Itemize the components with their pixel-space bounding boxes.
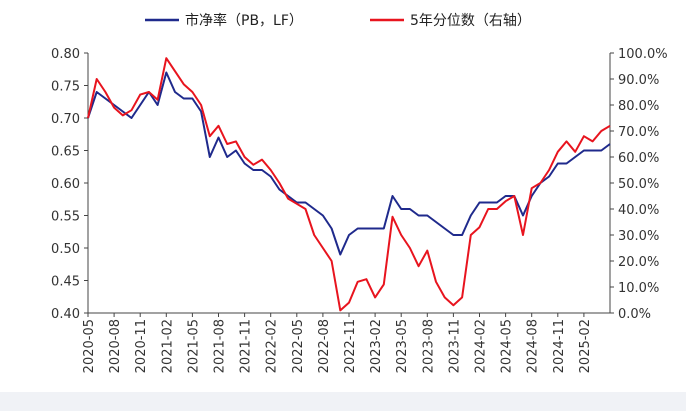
y-left-tick-label: 0.40 <box>51 307 80 322</box>
x-tick-label: 2022-05 <box>291 319 306 373</box>
x-tick-label: 2021-11 <box>239 319 254 373</box>
y-right-tick-label: 100.0% <box>618 47 668 62</box>
x-tick-label: 2023-08 <box>421 319 436 373</box>
legend-label-2: 5年分位数（右轴） <box>410 13 531 29</box>
x-tick-label: 2023-11 <box>447 319 462 373</box>
x-tick-label: 2023-02 <box>369 319 384 373</box>
y-left-tick-label: 0.65 <box>51 145 80 160</box>
y-right-tick-label: 70.0% <box>618 125 659 140</box>
y-left-tick-label: 0.45 <box>51 275 80 290</box>
x-tick-label: 2024-05 <box>500 319 515 373</box>
y-left-tick-label: 0.80 <box>51 47 80 62</box>
x-tick-label: 2024-02 <box>474 319 489 373</box>
legend-label-1: 市净率（PB，LF） <box>185 12 303 29</box>
x-tick-label: 2024-11 <box>552 319 567 373</box>
x-tick-label: 2020-08 <box>108 319 123 373</box>
x-tick-label: 2022-08 <box>317 319 332 373</box>
x-tick-label: 2020-11 <box>134 319 149 373</box>
y-right-tick-label: 60.0% <box>618 151 659 166</box>
bottom-band <box>0 392 686 411</box>
y-left-tick-label: 0.60 <box>51 177 80 192</box>
y-right-tick-label: 30.0% <box>618 229 659 244</box>
x-tick-label: 2023-05 <box>395 319 410 373</box>
x-tick-label: 2021-02 <box>160 319 175 373</box>
series-line-2 <box>87 57 611 312</box>
y-right-tick-label: 80.0% <box>618 99 659 114</box>
x-tick-label: 2022-02 <box>265 319 280 373</box>
x-tick-label: 2021-05 <box>186 319 201 373</box>
y-right-tick-label: 40.0% <box>618 203 659 218</box>
series-line-1 <box>87 71 611 256</box>
x-tick-label: 2021-08 <box>213 319 228 373</box>
y-left-tick-label: 0.55 <box>51 210 80 225</box>
x-tick-label: 2025-02 <box>578 319 593 373</box>
y-right-tick-label: 90.0% <box>618 73 659 88</box>
y-right-tick-label: 10.0% <box>618 281 659 296</box>
x-tick-label: 2022-11 <box>343 319 358 373</box>
x-tick-label: 2024-08 <box>526 319 541 373</box>
y-left-tick-label: 0.50 <box>51 242 80 257</box>
y-right-tick-label: 50.0% <box>618 177 659 192</box>
y-right-tick-label: 20.0% <box>618 255 659 270</box>
y-left-tick-label: 0.70 <box>51 112 80 127</box>
x-tick-label: 2020-05 <box>82 319 97 373</box>
y-right-tick-label: 0.0% <box>618 307 651 322</box>
y-left-tick-label: 0.75 <box>51 80 80 95</box>
